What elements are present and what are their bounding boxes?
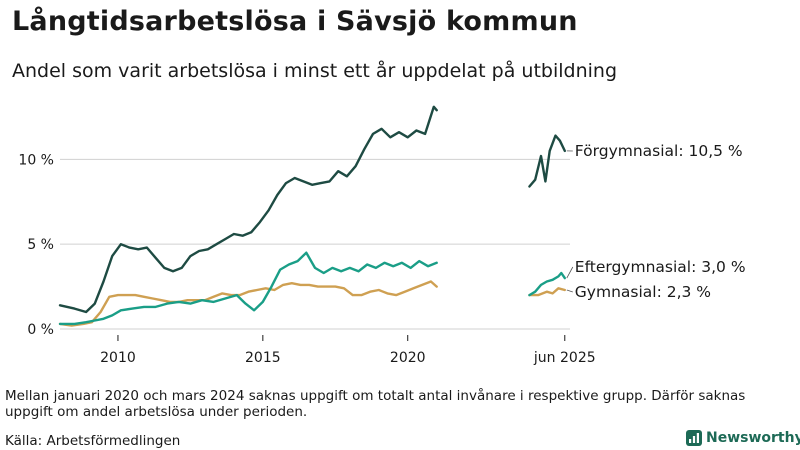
- newsworthy-logo-icon: [686, 430, 702, 446]
- x-tick-label: 2010: [100, 350, 136, 366]
- series-label-eftergymnasial: Eftergymnasial: 3,0 %: [575, 258, 746, 276]
- series-line-eftergymnasial: [58, 251, 438, 326]
- footnote: Mellan januari 2020 och mars 2024 saknas…: [5, 388, 746, 420]
- x-tick-label: 2015: [245, 350, 281, 366]
- series-lines: [58, 105, 566, 327]
- source-note: Källa: Arbetsförmedlingen: [5, 433, 181, 449]
- x-tick-label: jun 2025: [533, 350, 596, 366]
- series-gymnasial: [58, 280, 566, 327]
- series-line-eftergymnasial: [528, 271, 566, 297]
- y-tick-label: 0 %: [27, 322, 54, 338]
- series-forgymnasial: [58, 105, 566, 314]
- series-eftergymnasial: [58, 251, 566, 326]
- y-tick-label: 5 %: [27, 237, 54, 253]
- series-line-forgymnasial: [528, 134, 566, 188]
- chart-subtitle: Andel som varit arbetslösa i minst ett å…: [12, 60, 618, 82]
- series-end-labels: Förgymnasial: 10,5 % Eftergymnasial: 3,0 …: [566, 142, 746, 301]
- series-line-gymnasial: [58, 280, 438, 327]
- label-leader-eftergymnasial: [566, 266, 574, 279]
- series-line-gymnasial: [528, 287, 566, 297]
- y-tick-label: 10 %: [18, 152, 54, 168]
- newsworthy-logo-text: Newsworthy: [706, 430, 800, 446]
- x-axis-ticks: 2010 2015 2020 jun 2025: [100, 335, 596, 366]
- label-leader-gymnasial: [566, 289, 573, 293]
- y-axis-ticks: 0 % 5 % 10 %: [18, 152, 54, 338]
- series-line-forgymnasial: [58, 105, 438, 314]
- series-label-gymnasial: Gymnasial: 2,3 %: [575, 283, 711, 301]
- newsworthy-logo: Newsworthy: [686, 430, 800, 446]
- series-label-forgymnasial: Förgymnasial: 10,5 %: [575, 142, 743, 160]
- line-chart: 0 % 5 % 10 % 2010 2015 2020 jun 2025 Förgymna…: [18, 105, 746, 366]
- x-tick-label: 2020: [390, 350, 426, 366]
- gridlines: [60, 158, 570, 330]
- chart-title: Långtidsarbetslösa i Sävsjö kommun: [12, 6, 578, 37]
